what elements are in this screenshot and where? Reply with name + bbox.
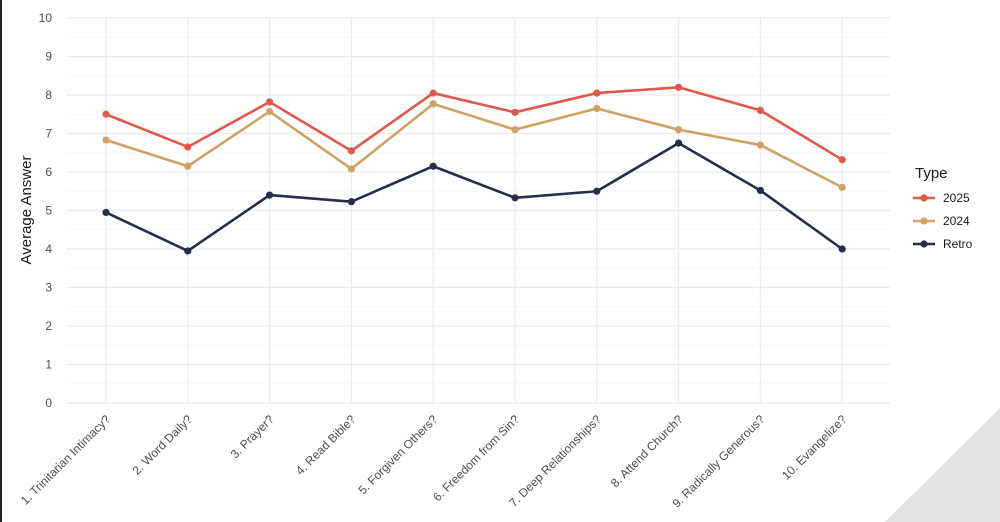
y-tick-label: 3	[45, 281, 52, 295]
data-point-2025	[266, 98, 274, 106]
x-tick-label: 5. Forgiven Others?	[355, 412, 440, 497]
data-point-2024	[838, 183, 846, 191]
data-point-2025	[511, 108, 519, 116]
x-tick-label: 1. Trinitarian Intimacy?	[18, 412, 113, 507]
data-point-2024	[347, 165, 355, 173]
data-point-2024	[675, 126, 683, 134]
x-tick-label: 4. Read Bible?	[293, 412, 359, 478]
data-point-retro	[756, 186, 765, 195]
x-tick-label: 2. Word Daily?	[130, 412, 196, 478]
legend-label: 2024	[943, 214, 970, 228]
x-tick-label: 7. Deep Relationships?	[506, 412, 604, 510]
series-line-2025	[104, 86, 844, 161]
data-point-2025	[675, 83, 683, 91]
y-tick-label: 0	[45, 396, 52, 410]
series-lines	[104, 86, 844, 253]
data-point-retro	[593, 187, 601, 195]
y-tick-label: 5	[45, 204, 52, 218]
x-tick-labels: 1. Trinitarian Intimacy? 2. Word Daily? 3.…	[18, 412, 850, 510]
corner-decoration	[885, 408, 1000, 522]
y-tick-label: 9	[45, 50, 52, 64]
legend-key-point	[920, 217, 928, 225]
data-point-retro	[347, 198, 355, 206]
y-axis-title: Average Answer	[18, 156, 35, 265]
data-point-2024	[593, 104, 601, 113]
legend-label: Retro	[943, 237, 973, 251]
y-tick-label: 10	[39, 11, 53, 25]
y-tick-label: 7	[45, 127, 52, 141]
y-tick-label: 2	[45, 319, 52, 333]
series-points	[102, 83, 846, 255]
data-point-2025	[429, 89, 437, 97]
legend-key-point	[920, 240, 928, 248]
data-point-2025	[838, 156, 846, 164]
data-point-retro	[266, 191, 274, 199]
x-tick-label: 9. Radically Generous?	[669, 412, 767, 510]
x-tick-label: 3. Prayer?	[228, 412, 277, 461]
data-point-2025	[347, 147, 355, 155]
series-line-retro	[104, 141, 844, 253]
data-point-2025	[184, 143, 192, 151]
legend: Type 2025 2024 Retro	[913, 165, 973, 251]
y-tick-labels: 0 1 2 3 4 5 6 7 8 9 10	[39, 11, 53, 410]
data-point-2024	[102, 136, 110, 144]
x-tick-label: 6. Freedom from Sin?	[430, 412, 522, 504]
data-point-retro	[102, 208, 110, 217]
data-point-2025	[593, 89, 601, 97]
y-tick-label: 8	[45, 88, 52, 102]
y-tick-label: 1	[45, 358, 52, 372]
legend-title: Type	[915, 165, 948, 182]
data-point-2024	[266, 107, 274, 116]
x-tick-label: 8. Attend Church?	[608, 412, 686, 490]
data-point-2025	[756, 106, 765, 114]
y-tick-label: 4	[45, 242, 52, 256]
data-point-2024	[756, 141, 765, 149]
data-point-retro	[184, 247, 192, 255]
x-tick-label: 10. Evangelize?	[779, 412, 850, 483]
data-point-retro	[675, 139, 683, 147]
data-point-2024	[184, 162, 192, 170]
legend-label: 2025	[943, 191, 970, 205]
data-point-2025	[102, 110, 110, 118]
data-point-retro	[511, 194, 519, 202]
y-tick-label: 6	[45, 165, 52, 179]
legend-key-point	[920, 194, 928, 202]
data-point-retro	[838, 245, 846, 253]
grid-lines	[66, 17, 890, 404]
data-point-2024	[429, 100, 437, 108]
series-line-2024	[104, 102, 844, 189]
data-point-retro	[429, 162, 437, 170]
data-point-2024	[511, 126, 519, 134]
